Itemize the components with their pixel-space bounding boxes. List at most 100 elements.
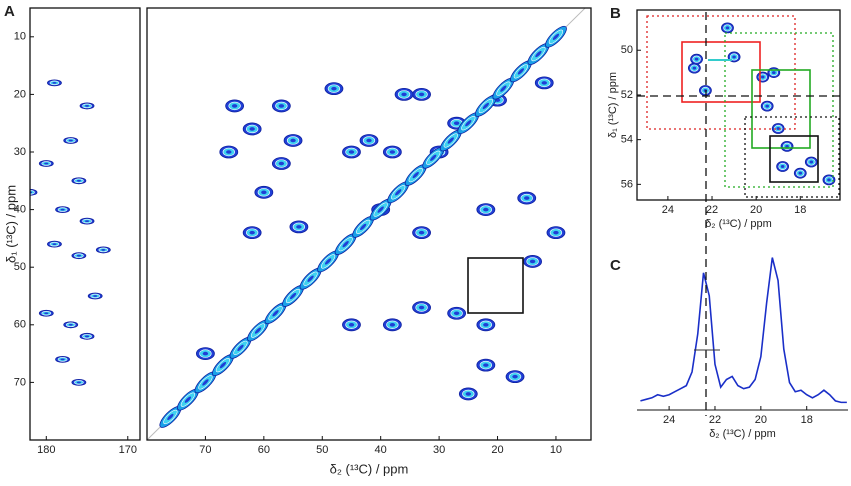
peak: [219, 145, 239, 159]
peak: [523, 255, 542, 268]
peak: [690, 53, 703, 65]
contour-inner: [529, 259, 536, 264]
contour-inner: [289, 292, 297, 300]
y-tick-label: 50: [621, 44, 633, 56]
peak: [55, 355, 70, 363]
peak: [776, 161, 790, 172]
peak: [87, 292, 103, 300]
contour-inner: [60, 358, 65, 361]
contour-inner: [348, 150, 355, 154]
peak: [804, 156, 818, 168]
peak: [264, 302, 287, 325]
x-tick-label: 20: [750, 204, 762, 216]
peak: [176, 388, 199, 411]
peak: [342, 145, 361, 159]
contour-inner: [296, 225, 302, 229]
contour-inner: [418, 305, 425, 310]
peak: [412, 226, 431, 240]
peak: [271, 157, 291, 170]
contour-inner: [167, 413, 174, 421]
x-axis-label: δ₂ (¹³C) / ppm: [709, 428, 776, 440]
contour-inner: [231, 104, 238, 108]
plots: 180 170 10 20 30 40 50 60 70 δ₁ (¹³C) / ppm 70 60 50…: [3, 7, 848, 476]
contour-inner: [541, 81, 547, 85]
peak: [271, 99, 291, 113]
contour-inner: [377, 206, 384, 213]
contour-inner: [76, 179, 81, 182]
contour-inner: [524, 196, 530, 200]
peak: [545, 25, 567, 48]
contour-inner: [290, 138, 296, 143]
peak: [38, 309, 54, 317]
x-tick-label: 180: [37, 444, 55, 456]
contour-inner: [418, 230, 425, 235]
peak: [30, 188, 38, 196]
y-tick-label: 30: [14, 146, 26, 158]
box: [681, 41, 761, 103]
contour-inner: [725, 26, 730, 30]
contour-inner: [184, 396, 192, 403]
x-tick-label: 18: [794, 204, 806, 216]
dotted-box: [744, 116, 840, 198]
y-tick-label: 20: [14, 88, 26, 100]
y-tick-label: 56: [621, 178, 633, 190]
contour-inner: [760, 75, 765, 79]
zoom-box: [467, 257, 524, 314]
contour-inner: [535, 50, 542, 58]
peak: [71, 177, 87, 185]
peak: [282, 285, 304, 307]
x-tick-label: 30: [433, 444, 445, 456]
contour-inner: [202, 351, 209, 356]
peak: [71, 378, 87, 386]
dotted-box: [724, 32, 834, 188]
plot-area: [147, 8, 586, 440]
y-tick-label: 70: [14, 376, 26, 388]
contour-inner: [389, 323, 396, 327]
peak: [527, 43, 550, 65]
contour-inner: [765, 104, 769, 108]
x-axis-label: δ₂ (¹³C) / ppm: [705, 218, 772, 230]
peak: [412, 301, 431, 314]
peak: [359, 134, 379, 147]
peak: [47, 79, 62, 87]
contour-inner: [785, 144, 789, 148]
peak: [476, 318, 496, 332]
peak: [47, 240, 62, 248]
contour-inner: [483, 363, 489, 367]
peak: [159, 406, 182, 428]
contour-inner: [219, 361, 227, 369]
peak: [458, 387, 478, 401]
contour-inner: [389, 150, 396, 154]
peak: [229, 336, 252, 359]
contour-inner: [68, 139, 73, 142]
contour-inner: [430, 154, 437, 161]
frame: [29, 7, 141, 441]
peak: [55, 206, 70, 214]
peak: [780, 140, 794, 152]
contour-inner: [483, 207, 489, 212]
contour-inner: [76, 381, 81, 384]
panel-letter: C: [610, 257, 621, 274]
x-tick-label: 170: [119, 444, 137, 456]
contour-inner: [500, 85, 507, 92]
contour-inner: [453, 311, 460, 316]
peak: [822, 174, 836, 186]
contour-inner: [827, 178, 831, 182]
contour-inner: [366, 138, 372, 143]
peak: [382, 318, 402, 332]
dotted-box: [646, 15, 796, 130]
panel-letter: A: [4, 3, 15, 20]
contour-inner: [324, 258, 332, 265]
contour-inner: [84, 105, 90, 107]
y-tick-label: 54: [621, 134, 633, 146]
contour-inner: [809, 160, 814, 164]
contour-inner: [512, 374, 518, 379]
frame: [636, 9, 841, 201]
contour-inner: [84, 335, 90, 338]
peak: [225, 99, 245, 113]
peak: [283, 134, 303, 147]
contour-inner: [226, 150, 232, 154]
x-tick-label: 24: [662, 204, 674, 216]
peak: [289, 220, 309, 234]
x-tick-label: 50: [316, 444, 328, 456]
